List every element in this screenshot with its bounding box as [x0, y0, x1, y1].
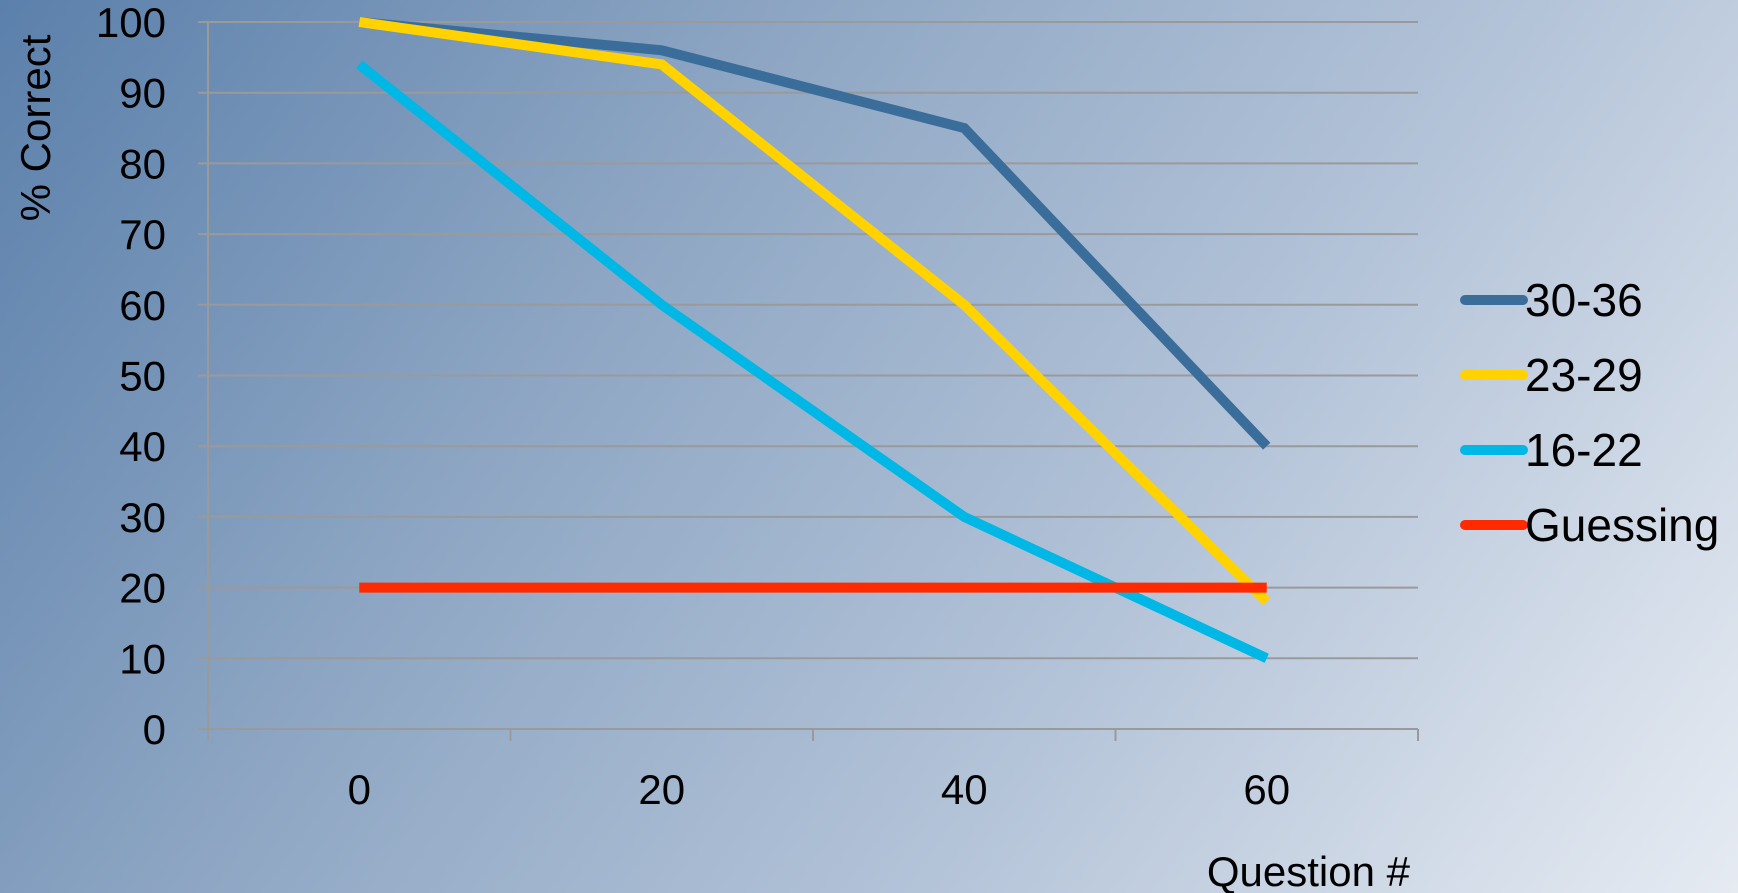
series-line-23-29: [358, 17, 1271, 606]
series-line-16-22: [356, 60, 1269, 663]
y-tick-label: 40: [119, 423, 166, 470]
legend-label: 30-36: [1525, 274, 1643, 326]
legend: 30-36 23-29 16-22 Guessing: [1460, 274, 1719, 551]
y-tick-label: 60: [119, 282, 166, 329]
legend-label: 16-22: [1525, 424, 1643, 476]
y-tick-label: 30: [119, 494, 166, 541]
y-tick-label: 80: [119, 140, 166, 187]
y-tick-labels: 0 10 20 30 40 50 60 70 80 90 100: [96, 0, 166, 753]
y-tick-label: 90: [119, 70, 166, 117]
y-tick-label: 10: [119, 635, 166, 682]
x-tick-labels: 0 20 40 60: [348, 766, 1291, 813]
x-tick-label: 0: [348, 766, 371, 813]
y-tick-label: 70: [119, 211, 166, 258]
x-axis-title: Question #: [1207, 848, 1411, 893]
y-axis-title: % Correct: [12, 34, 59, 221]
axes: [207, 22, 1419, 741]
x-tick-label: 20: [638, 766, 685, 813]
legend-label: Guessing: [1525, 499, 1719, 551]
series-line-30-36: [358, 17, 1271, 450]
y-tick-label: 50: [119, 353, 166, 400]
y-tick-label: 0: [143, 706, 166, 753]
series-lines: [356, 17, 1271, 663]
gridlines: [198, 21, 1418, 730]
y-tick-label: 20: [119, 565, 166, 612]
x-tick-label: 40: [941, 766, 988, 813]
x-tick-label: 60: [1243, 766, 1290, 813]
legend-label: 23-29: [1525, 349, 1643, 401]
y-tick-label: 100: [96, 0, 166, 46]
